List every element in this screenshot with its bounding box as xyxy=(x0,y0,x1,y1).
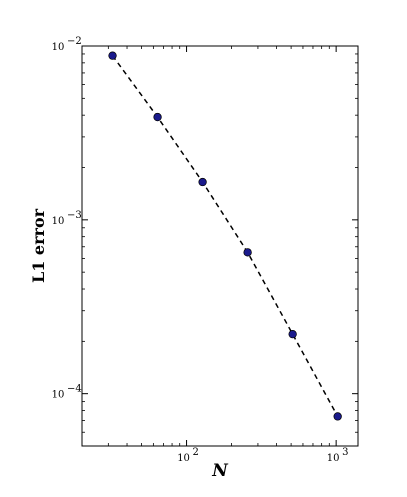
x-axis-title: N xyxy=(211,461,229,481)
x-tick-exponent: 2 xyxy=(193,447,199,458)
data-point xyxy=(243,248,252,257)
series-line xyxy=(111,55,339,417)
data-point xyxy=(198,177,207,187)
data-points xyxy=(108,51,342,421)
data-point xyxy=(288,329,297,339)
plot-frame xyxy=(81,45,359,447)
y-axis-title: L1 error xyxy=(29,208,48,283)
y-tick-exponent: −4 xyxy=(67,384,82,395)
x-tick-exponent: 3 xyxy=(342,447,348,458)
data-point xyxy=(108,51,117,60)
x-tick-label: 10 xyxy=(327,453,340,464)
data-point xyxy=(153,112,162,122)
major-ticks xyxy=(82,45,358,446)
y-tick-exponent: −2 xyxy=(67,36,82,47)
minor-ticks xyxy=(81,46,358,447)
y-tick-label: 10 xyxy=(52,42,65,53)
data-point xyxy=(333,412,342,421)
y-tick-label: 10 xyxy=(52,216,65,227)
y-tick-label: 10 xyxy=(52,390,65,401)
x-tick-label: 10 xyxy=(177,453,190,464)
y-tick-exponent: −3 xyxy=(67,210,82,221)
